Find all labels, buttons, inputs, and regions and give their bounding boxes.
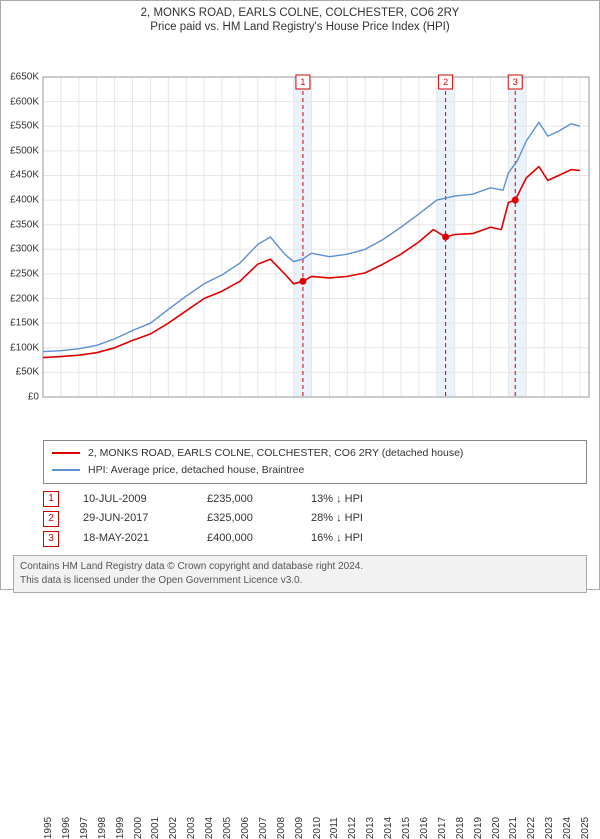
x-tick-label: 2019 bbox=[473, 817, 484, 839]
x-tick-label: 2008 bbox=[276, 817, 287, 839]
sale-date: 18-MAY-2021 bbox=[83, 529, 183, 549]
sale-diff: 16% ↓ HPI bbox=[311, 529, 363, 549]
y-tick-label: £500K bbox=[1, 145, 39, 156]
legend-label: 2, MONKS ROAD, EARLS COLNE, COLCHESTER, … bbox=[88, 445, 463, 462]
sale-marker: 3 bbox=[43, 531, 59, 547]
x-tick-label: 2024 bbox=[562, 817, 573, 839]
x-tick-label: 2022 bbox=[526, 817, 537, 839]
y-tick-label: £600K bbox=[1, 96, 39, 107]
x-tick-label: 2017 bbox=[437, 817, 448, 839]
y-tick-label: £450K bbox=[1, 170, 39, 181]
legend-swatch bbox=[52, 452, 80, 454]
sale-marker: 2 bbox=[43, 511, 59, 527]
x-tick-label: 2011 bbox=[329, 817, 340, 839]
footer-line2: This data is licensed under the Open Gov… bbox=[20, 574, 580, 588]
sale-date: 29-JUN-2017 bbox=[83, 509, 183, 529]
sale-price: £235,000 bbox=[207, 490, 287, 510]
sale-price: £400,000 bbox=[207, 529, 287, 549]
x-tick-label: 2020 bbox=[491, 817, 502, 839]
sale-marker: 1 bbox=[43, 491, 59, 507]
footer-line1: Contains HM Land Registry data © Crown c… bbox=[20, 560, 580, 574]
sale-diff: 13% ↓ HPI bbox=[311, 490, 363, 510]
y-tick-label: £300K bbox=[1, 244, 39, 255]
sale-row: 2 29-JUN-2017 £325,000 28% ↓ HPI bbox=[43, 509, 587, 529]
x-tick-label: 2006 bbox=[240, 817, 251, 839]
svg-text:1: 1 bbox=[300, 77, 305, 87]
x-tick-label: 2009 bbox=[294, 817, 305, 839]
x-tick-label: 2016 bbox=[419, 817, 430, 839]
legend-label: HPI: Average price, detached house, Brai… bbox=[88, 462, 304, 479]
x-tick-label: 2001 bbox=[150, 817, 161, 839]
chart-area: 1 2 3 £0 £50K £100K £150K £200K £250K £300K £350K… bbox=[1, 35, 599, 436]
x-tick-label: 1997 bbox=[79, 817, 90, 839]
chart-svg: 1 2 3 bbox=[1, 35, 600, 431]
x-tick-label: 2002 bbox=[168, 817, 179, 839]
x-tick-label: 2015 bbox=[401, 817, 412, 839]
y-tick-label: £200K bbox=[1, 293, 39, 304]
sale-row: 1 10-JUL-2009 £235,000 13% ↓ HPI bbox=[43, 490, 587, 510]
legend-swatch bbox=[52, 469, 80, 471]
svg-text:3: 3 bbox=[513, 77, 518, 87]
x-tick-label: 2005 bbox=[222, 817, 233, 839]
chart-container: 2, MONKS ROAD, EARLS COLNE, COLCHESTER, … bbox=[0, 0, 600, 590]
x-tick-label: 1996 bbox=[61, 817, 72, 839]
y-tick-label: £0 bbox=[1, 392, 39, 403]
x-tick-label: 2000 bbox=[133, 817, 144, 839]
x-tick-label: 2021 bbox=[508, 817, 519, 839]
chart-title-line1: 2, MONKS ROAD, EARLS COLNE, COLCHESTER, … bbox=[1, 1, 599, 19]
y-tick-label: £350K bbox=[1, 219, 39, 230]
legend-row: 2, MONKS ROAD, EARLS COLNE, COLCHESTER, … bbox=[52, 445, 578, 462]
x-tick-label: 2013 bbox=[365, 817, 376, 839]
x-tick-label: 2010 bbox=[312, 817, 323, 839]
x-tick-label: 2003 bbox=[186, 817, 197, 839]
x-tick-label: 1998 bbox=[97, 817, 108, 839]
sale-row: 3 18-MAY-2021 £400,000 16% ↓ HPI bbox=[43, 529, 587, 549]
svg-text:2: 2 bbox=[443, 77, 448, 87]
y-tick-label: £150K bbox=[1, 318, 39, 329]
y-tick-label: £650K bbox=[1, 72, 39, 83]
x-tick-label: 2012 bbox=[347, 817, 358, 839]
y-tick-label: £250K bbox=[1, 268, 39, 279]
x-tick-label: 2014 bbox=[383, 817, 394, 839]
y-tick-label: £400K bbox=[1, 195, 39, 206]
legend-row: HPI: Average price, detached house, Brai… bbox=[52, 462, 578, 479]
x-tick-label: 2025 bbox=[580, 817, 591, 839]
sales-table: 1 10-JUL-2009 £235,000 13% ↓ HPI 2 29-JUN-201… bbox=[43, 490, 587, 549]
y-tick-label: £550K bbox=[1, 121, 39, 132]
x-tick-label: 2018 bbox=[455, 817, 466, 839]
legend: 2, MONKS ROAD, EARLS COLNE, COLCHESTER, … bbox=[43, 440, 587, 484]
footer-attribution: Contains HM Land Registry data © Crown c… bbox=[13, 555, 587, 593]
x-tick-label: 1995 bbox=[43, 817, 54, 839]
x-tick-label: 1999 bbox=[115, 817, 126, 839]
sale-date: 10-JUL-2009 bbox=[83, 490, 183, 510]
y-tick-label: £100K bbox=[1, 342, 39, 353]
sale-diff: 28% ↓ HPI bbox=[311, 509, 363, 529]
chart-title-line2: Price paid vs. HM Land Registry's House … bbox=[1, 19, 599, 35]
x-tick-label: 2004 bbox=[204, 817, 215, 839]
sale-price: £325,000 bbox=[207, 509, 287, 529]
y-tick-label: £50K bbox=[1, 367, 39, 378]
x-tick-label: 2023 bbox=[544, 817, 555, 839]
x-tick-label: 2007 bbox=[258, 817, 269, 839]
